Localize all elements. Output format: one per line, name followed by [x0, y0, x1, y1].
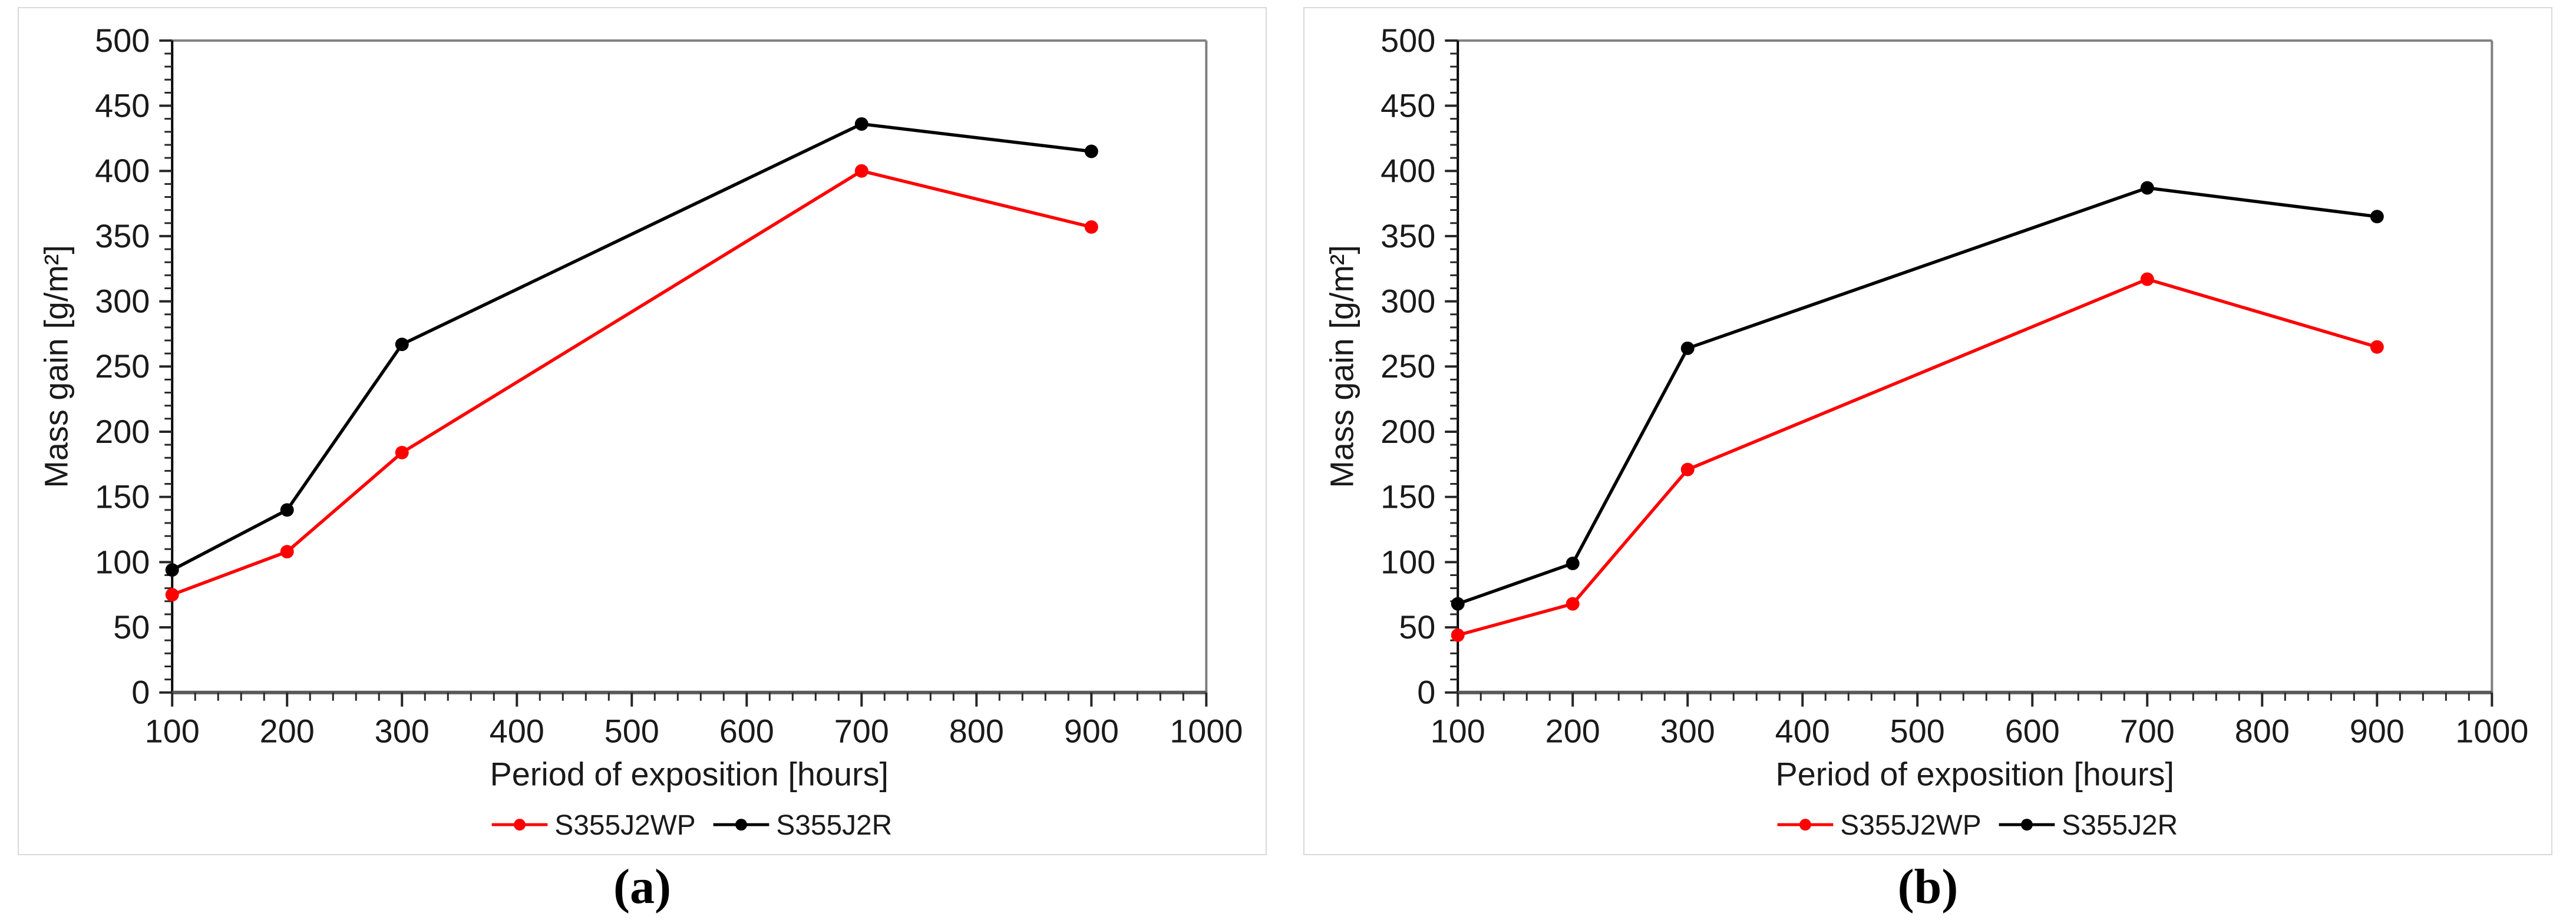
y-tick-label: 400	[95, 152, 150, 189]
data-point-S355J2WP	[395, 445, 409, 459]
x-tick-label: 700	[2120, 713, 2175, 750]
data-point-S355J2WP	[1451, 628, 1465, 642]
chart-panel-a: 0 50 100 150 200 250 300 350 400 450 500 100 200 300 4…	[18, 7, 1267, 855]
legend-item-S355J2R: S355J2R	[713, 810, 892, 841]
x-tick-label: 400	[1775, 713, 1830, 750]
data-point-S355J2WP	[1084, 220, 1098, 234]
y-tick-label: 50	[113, 608, 150, 646]
data-point-S355J2WP	[1680, 462, 1695, 476]
y-tick-label: 250	[1381, 348, 1435, 385]
y-tick-label: 450	[1381, 87, 1435, 124]
y-tick-label: 0	[1417, 674, 1435, 711]
charts-row: 0 50 100 150 200 250 300 350 400 450 500 100 200 300 4…	[18, 7, 2552, 855]
y-tick-label: 200	[95, 413, 150, 450]
legend-item-S355J2WP: S355J2WP	[1777, 810, 1981, 841]
data-point-S355J2R	[1451, 597, 1465, 611]
y-tick-label: 500	[95, 22, 150, 59]
x-tick-label: 600	[719, 713, 774, 750]
x-tick-label: 1000	[2455, 713, 2528, 750]
data-point-S355J2R	[165, 563, 179, 577]
data-point-S355J2WP	[165, 588, 179, 602]
y-tick-label: 350	[1381, 217, 1435, 254]
y-axis-title: Mass gain [g/m²]	[1323, 245, 1360, 488]
x-tick-label: 600	[2005, 713, 2060, 750]
x-tick-label: 1000	[1170, 713, 1243, 750]
y-axis-title: Mass gain [g/m²]	[38, 245, 75, 488]
legend-item-S355J2R: S355J2R	[1999, 810, 2178, 841]
data-point-S355J2R	[1566, 557, 1580, 571]
y-tick-label: 500	[1381, 22, 1435, 59]
y-tick-label: 100	[1381, 543, 1435, 580]
data-point-S355J2WP	[1566, 597, 1580, 611]
data-point-S355J2R	[854, 117, 868, 131]
x-tick-label: 800	[2235, 713, 2290, 750]
y-tick-label: 300	[1381, 283, 1435, 320]
y-tick-label: 250	[95, 348, 150, 385]
x-tick-label: 100	[1431, 713, 1485, 750]
series-line-S355J2WP	[1457, 277, 2378, 637]
x-tick-label: 400	[490, 713, 544, 750]
legend-point-marker	[514, 819, 526, 831]
y-tick-label: 100	[95, 543, 150, 580]
x-tick-label: 900	[2350, 713, 2405, 750]
x-axis-title: Period of exposition [hours]	[490, 755, 889, 792]
y-tick-label: 300	[95, 283, 150, 320]
x-tick-label: 300	[375, 713, 430, 750]
x-axis-title: Period of exposition [hours]	[1776, 755, 2175, 792]
series-line-S355J2R	[1457, 186, 2377, 605]
x-tick-label: 300	[1660, 713, 1715, 750]
series-line-S355J2R	[171, 122, 1092, 572]
legend-label: S355J2R	[2062, 810, 2178, 841]
captions-row: (a) (b)	[0, 855, 2576, 915]
x-tick-label: 900	[1064, 713, 1119, 750]
data-point-S355J2WP	[280, 545, 294, 559]
y-tick-label: 0	[131, 674, 150, 711]
data-point-S355J2WP	[2370, 340, 2384, 354]
line-chart-b: 0 50 100 150 200 250 300 350 400 450 500 100 200 300 4…	[1323, 22, 2529, 841]
data-point-S355J2R	[280, 503, 294, 517]
y-tick-label: 400	[1381, 152, 1435, 189]
data-point-S355J2WP	[2140, 272, 2154, 286]
legend-label: S355J2WP	[1840, 810, 1981, 841]
legend-label: S355J2WP	[554, 810, 695, 841]
x-tick-label: 200	[260, 713, 315, 750]
y-tick-label: 150	[95, 478, 150, 515]
legend-point-marker	[735, 819, 747, 831]
legend-point-marker	[2021, 819, 2033, 831]
line-chart-a: 0 50 100 150 200 250 300 350 400 450 500 100 200 300 4…	[38, 22, 1243, 841]
y-tick-label: 50	[1399, 608, 1435, 646]
legend-label: S355J2R	[776, 810, 892, 841]
chart-panel-b: 0 50 100 150 200 250 300 350 400 450 500 100 200 300 4…	[1303, 7, 2552, 855]
x-tick-label: 500	[1890, 713, 1945, 750]
x-tick-label: 100	[145, 713, 200, 750]
x-tick-label: 800	[949, 713, 1004, 750]
data-point-S355J2WP	[854, 164, 868, 178]
y-tick-label: 450	[95, 87, 150, 124]
legend-item-S355J2WP: S355J2WP	[491, 810, 696, 841]
legend-point-marker	[1799, 819, 1811, 831]
panel-caption-b: (b)	[1897, 859, 1959, 914]
y-tick-label: 200	[1381, 413, 1435, 450]
y-tick-label: 350	[95, 217, 150, 254]
data-point-S355J2R	[395, 337, 409, 352]
data-point-S355J2R	[1680, 341, 1695, 355]
x-tick-label: 200	[1545, 713, 1600, 750]
y-tick-label: 150	[1381, 478, 1435, 515]
data-point-S355J2R	[2140, 181, 2154, 195]
x-tick-label: 700	[834, 713, 889, 750]
data-point-S355J2R	[2370, 210, 2384, 224]
x-tick-label: 500	[605, 713, 659, 750]
data-point-S355J2R	[1084, 144, 1098, 158]
panel-caption-a: (a)	[613, 859, 671, 914]
